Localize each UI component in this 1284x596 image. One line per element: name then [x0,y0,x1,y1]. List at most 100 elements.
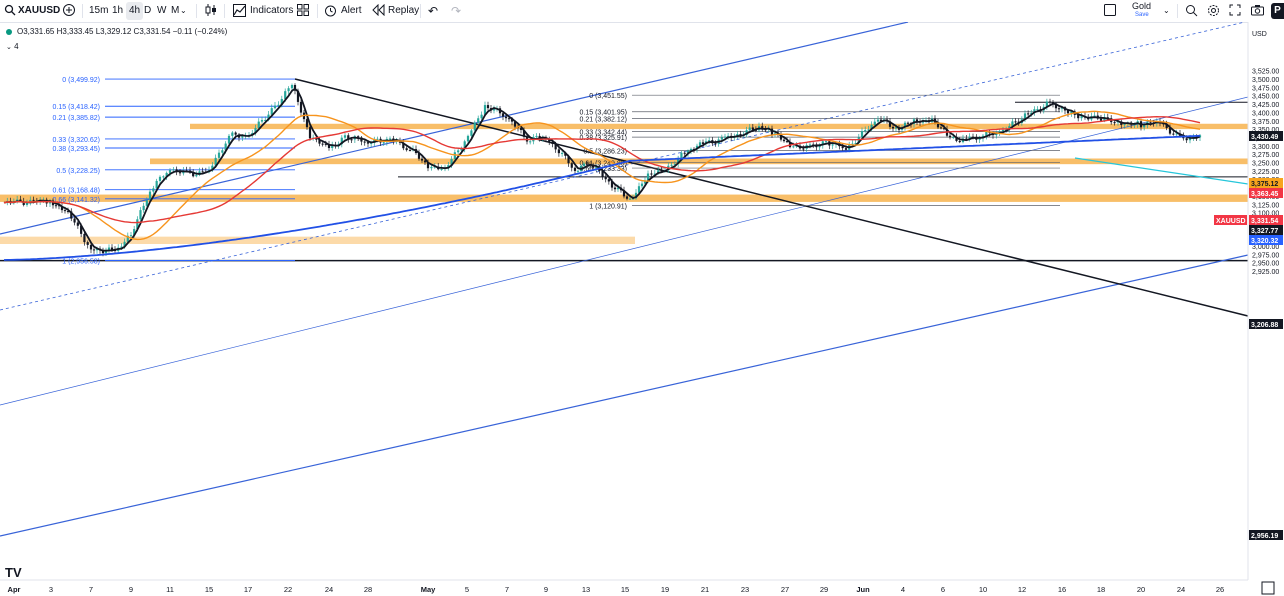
price-axis-bg [1248,22,1284,596]
layout-checkbox-icon[interactable] [1104,2,1116,20]
timeframe-w[interactable]: W [157,5,167,16]
settings-gear-icon[interactable] [1207,2,1220,20]
candle-body [751,127,754,130]
price-tag-label: 3,320.32 [1251,238,1278,245]
candle-body [440,168,443,170]
candle-body [201,171,204,173]
timeframe-15m[interactable]: 15m [89,5,109,16]
candle-body [978,138,981,140]
candle-body [224,143,227,151]
time-tick-label: 20 [1137,585,1145,594]
candle-body [582,163,586,166]
sr-zone [150,158,1248,165]
price-tick-label: 3,125.00 [1252,202,1279,209]
candle-body [241,136,244,138]
candle-body [1143,125,1146,128]
short-trend-line [1074,157,1249,185]
candle-body [136,219,139,230]
candle-body [73,218,76,223]
timeframe-1h[interactable]: 1h [112,5,124,16]
candle-body [234,132,237,135]
camera-icon[interactable] [1251,2,1264,20]
price-tag-bg [1249,188,1283,198]
candle-body [821,141,824,146]
candle-body [1123,123,1126,125]
time-tick-label: Apr [8,585,21,594]
candle-body [142,205,145,211]
price-chart[interactable]: 0 (3,499.92) 0.15 (3,418.42) 0.21 (3,385.8… [0,22,1284,596]
candle-body [104,250,108,254]
redo-icon[interactable]: ↷ [451,4,462,18]
candle-body [1185,138,1188,141]
candle-body [592,165,595,168]
candle-body [477,118,480,123]
time-tick-label: 13 [582,585,590,594]
layout-name[interactable]: Gold [1132,1,1152,11]
indicators-button[interactable]: Indicators [250,5,294,16]
candle-body [739,134,742,136]
undo-icon[interactable]: ↶ [428,4,439,18]
timeframe-4h[interactable]: 4h [126,2,144,20]
candle-body [492,108,496,111]
candle-body [76,222,79,226]
candle-body [561,152,564,154]
candle-body [554,143,557,150]
candles-icon[interactable] [204,2,218,20]
time-tick-label: 12 [1018,585,1026,594]
candle-body [573,167,577,171]
replay-icon[interactable] [372,2,385,20]
price-tick-label: 3,350.00 [1252,127,1279,134]
candle-body [83,233,86,243]
profile-avatar[interactable]: P [1271,3,1284,19]
candle-body [504,116,508,119]
replay-button[interactable]: Replay [388,5,420,16]
candle-body [952,136,955,138]
legend-collapse[interactable]: ⌄ 4 [6,42,19,51]
time-tick-label: 16 [1058,585,1066,594]
alarm-clock-icon[interactable] [324,2,337,20]
timeframe-m[interactable]: M [171,5,180,16]
templates-icon[interactable] [297,2,309,20]
fullscreen-icon[interactable] [1229,2,1241,20]
candle-body [677,157,680,164]
chevron-down-icon[interactable]: ⌄ [180,6,187,15]
candle-body [453,152,456,160]
chevron-down-icon[interactable]: ⌄ [1163,6,1170,15]
candle-body [891,126,895,129]
candle-body [948,135,952,138]
candle-body [831,144,834,146]
quick-search-icon[interactable] [1185,2,1198,20]
alert-button[interactable]: Alert [341,5,362,16]
candle-body [955,136,958,141]
candle-body [433,166,436,168]
candle-body [879,119,883,122]
candle-body [123,241,126,247]
candle-body [720,137,723,140]
candle-body [63,210,67,212]
candle-body [1011,121,1014,127]
candle-body [646,173,650,181]
fib-left-label: 0.21 (3,385.82) [53,115,100,122]
timeframe-d[interactable]: D [144,5,152,16]
candle-body [227,135,231,144]
time-tick-label: 5 [465,585,469,594]
indicators-icon[interactable] [233,2,246,20]
time-tick-label: 15 [205,585,213,594]
add-symbol-icon[interactable] [62,2,76,20]
candle-body [748,127,751,131]
candle-body [1113,122,1116,124]
candle-body [152,188,155,192]
candle-body [217,152,221,158]
channel-mid-line [0,22,1246,311]
symbol-button[interactable]: XAUUSD [18,5,61,16]
candle-body [463,141,466,149]
candle-body [1036,109,1039,111]
candle-body [66,211,70,213]
candle-body [1165,124,1168,129]
time-tick-label: 18 [1097,585,1105,594]
price-tick-label: 3,375.00 [1252,119,1279,126]
candle-body [483,105,487,115]
downtrend-line [294,78,1249,317]
price-tag-bg [1249,319,1283,329]
search-icon[interactable] [4,2,16,20]
